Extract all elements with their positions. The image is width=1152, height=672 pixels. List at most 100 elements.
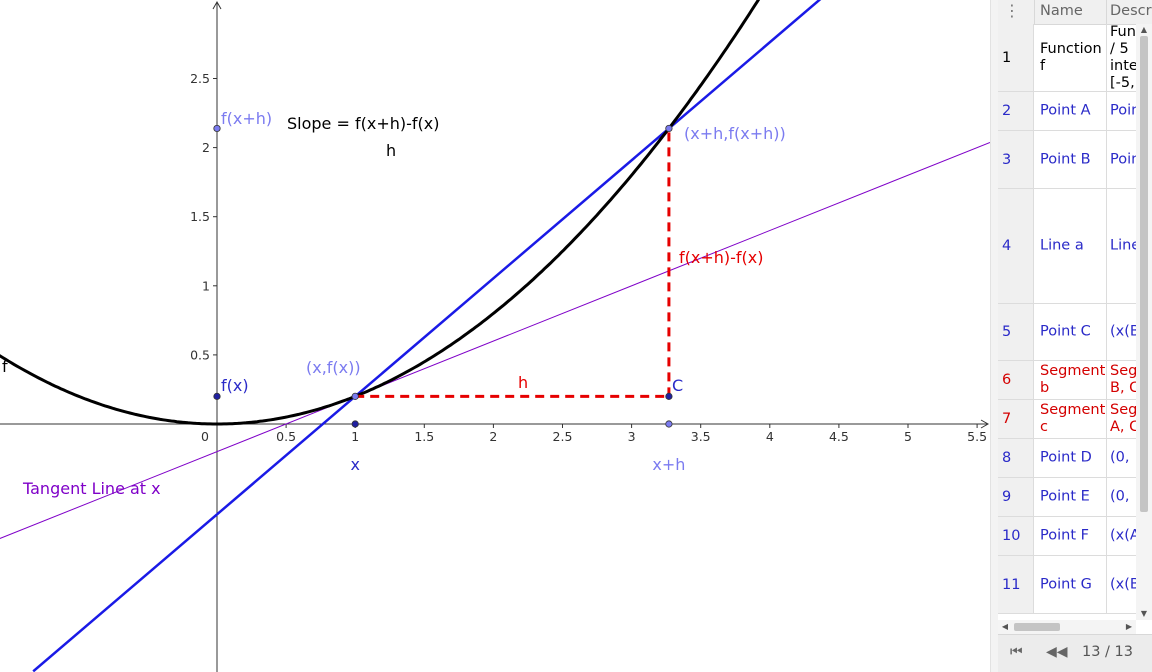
row-description: (x(B <box>1110 576 1136 592</box>
graphics-canvas[interactable]: 0 0.5 1 1.5 2 2.5 3 3.5 4 4.5 5 5.5 0.5 1 1.5 2 2.5 f Slop… <box>0 0 990 672</box>
scroll-down-icon[interactable]: ▼ <box>1140 609 1148 618</box>
row-description: (x(A <box>1110 527 1136 544</box>
graphics-view[interactable]: 0 0.5 1 1.5 2 2.5 3 3.5 4 4.5 5 5.5 0.5 1 1.5 2 2.5 f Slop… <box>0 0 990 672</box>
algebra-view: ⋮ Name Descr 1 Function f Fun / 5 inte [-5… <box>998 0 1152 672</box>
row-description: Seg B, C <box>1110 363 1136 396</box>
function-curve[interactable] <box>0 0 761 426</box>
label-fx-axis: f(x) <box>221 376 249 395</box>
row-number: 9 <box>998 478 1034 516</box>
column-separator <box>1106 24 1107 91</box>
column-separator <box>1106 304 1107 360</box>
row-number-label: 8 <box>1002 450 1012 466</box>
header-separator <box>1034 0 1035 24</box>
x-tick-label: 2.5 <box>553 429 573 444</box>
point-x-axis[interactable] <box>351 420 359 428</box>
table-row[interactable]: 4 Line a Line <box>998 189 1136 304</box>
column-separator <box>1106 556 1107 613</box>
horizontal-scroll-thumb[interactable] <box>1014 623 1060 631</box>
row-number-label: 6 <box>1002 372 1012 388</box>
label-xh-axis: x+h <box>652 455 685 474</box>
row-number-label: 5 <box>1002 324 1012 340</box>
column-header-description[interactable]: Descr <box>1110 3 1152 19</box>
scroll-up-icon[interactable]: ▲ <box>1140 25 1148 34</box>
table-row[interactable]: 1 Function f Fun / 5 inte [-5, <box>998 24 1136 92</box>
horizontal-scrollbar[interactable]: ◀ ▶ <box>998 620 1136 634</box>
label-x-point: (x,f(x)) <box>306 358 361 377</box>
point-fxh-axis[interactable] <box>213 124 221 133</box>
row-description: Line <box>1110 237 1136 254</box>
column-separator <box>1106 517 1107 555</box>
previous-step-icon[interactable]: ◀◀ <box>1046 644 1068 660</box>
y-tick-label: 1.5 <box>190 209 210 224</box>
secant-line[interactable] <box>32 0 825 672</box>
row-name: Point A <box>1040 102 1091 119</box>
table-header: ⋮ Name Descr <box>998 0 1152 25</box>
vertical-scroll-thumb[interactable] <box>1140 36 1148 512</box>
label-difference-segment: f(x+h)-f(x) <box>679 248 764 267</box>
row-description: (x(B <box>1110 323 1136 340</box>
x-tick-label: 0 <box>201 429 209 444</box>
label-h-segment: h <box>518 373 528 392</box>
point-c[interactable] <box>665 392 673 400</box>
row-number-label: 2 <box>1002 103 1012 119</box>
row-number: 1 <box>998 24 1034 91</box>
table-row[interactable]: 10 Point F (x(A <box>998 517 1136 556</box>
header-separator <box>1106 0 1107 24</box>
x-tick-label: 1 <box>351 429 359 444</box>
column-separator <box>1106 131 1107 188</box>
x-tick-label: 0.5 <box>276 429 296 444</box>
x-tick-label: 3.5 <box>691 429 711 444</box>
x-axis-arrow-icon <box>980 419 990 429</box>
row-number-label: 1 <box>1002 49 1012 66</box>
column-header-name[interactable]: Name <box>1040 3 1083 19</box>
vertical-dots-icon[interactable]: ⋮ <box>1004 1 1020 20</box>
row-name: Point E <box>1040 488 1090 505</box>
row-number: 6 <box>998 361 1034 399</box>
row-name: Segment b <box>1040 363 1106 396</box>
point-fx-axis[interactable] <box>213 392 221 400</box>
panel-splitter[interactable] <box>990 0 998 672</box>
column-separator <box>1106 92 1107 130</box>
column-separator <box>1106 361 1107 399</box>
row-number-label: 3 <box>1002 151 1012 168</box>
x-tick-label: 5.5 <box>967 429 987 444</box>
row-description: (0, <box>1110 488 1130 505</box>
row-number: 4 <box>998 189 1034 303</box>
x-tick-label: 2 <box>489 429 497 444</box>
table-row[interactable]: 5 Point C (x(B <box>998 304 1136 361</box>
column-separator <box>1106 439 1107 477</box>
step-counter: 13 / 13 <box>1082 644 1134 660</box>
table-row[interactable]: 3 Point B Poin <box>998 131 1136 189</box>
row-name: Point G <box>1040 576 1092 592</box>
row-number: 7 <box>998 400 1034 438</box>
row-description: Seg A, C <box>1110 402 1136 435</box>
vertical-scrollbar[interactable]: ▲ ▼ <box>1136 24 1152 620</box>
y-tick-label: 2 <box>202 140 210 155</box>
row-number-label: 9 <box>1002 489 1012 505</box>
x-tick-label: 1.5 <box>414 429 434 444</box>
function-label: f <box>2 357 8 376</box>
row-number: 2 <box>998 92 1034 130</box>
point-xh-axis[interactable] <box>665 420 673 428</box>
scroll-left-icon[interactable]: ◀ <box>1001 622 1009 631</box>
table-row[interactable]: 8 Point D (0, <box>998 439 1136 478</box>
table-row[interactable]: 11 Point G (x(B <box>998 556 1136 614</box>
row-name: Point F <box>1040 527 1089 544</box>
y-tick-label: 2.5 <box>190 71 210 86</box>
scroll-right-icon[interactable]: ▶ <box>1125 622 1133 631</box>
tangent-line[interactable] <box>0 141 990 540</box>
x-tick-label: 5 <box>904 429 912 444</box>
row-number-label: 11 <box>1002 576 1021 593</box>
label-xh-point: (x+h,f(x+h)) <box>684 124 786 143</box>
row-number-label: 10 <box>1002 528 1021 544</box>
row-number: 8 <box>998 439 1034 477</box>
table-row[interactable]: 9 Point E (0, <box>998 478 1136 517</box>
point-x-fx[interactable] <box>351 392 359 400</box>
slope-label: Slope = f(x+h)-f(x) <box>287 114 439 133</box>
table-row[interactable]: 2 Point A Poin <box>998 92 1136 131</box>
first-step-icon[interactable]: ⏮ <box>1010 644 1023 660</box>
column-separator <box>1106 189 1107 303</box>
point-xh-fxh[interactable] <box>665 124 673 133</box>
